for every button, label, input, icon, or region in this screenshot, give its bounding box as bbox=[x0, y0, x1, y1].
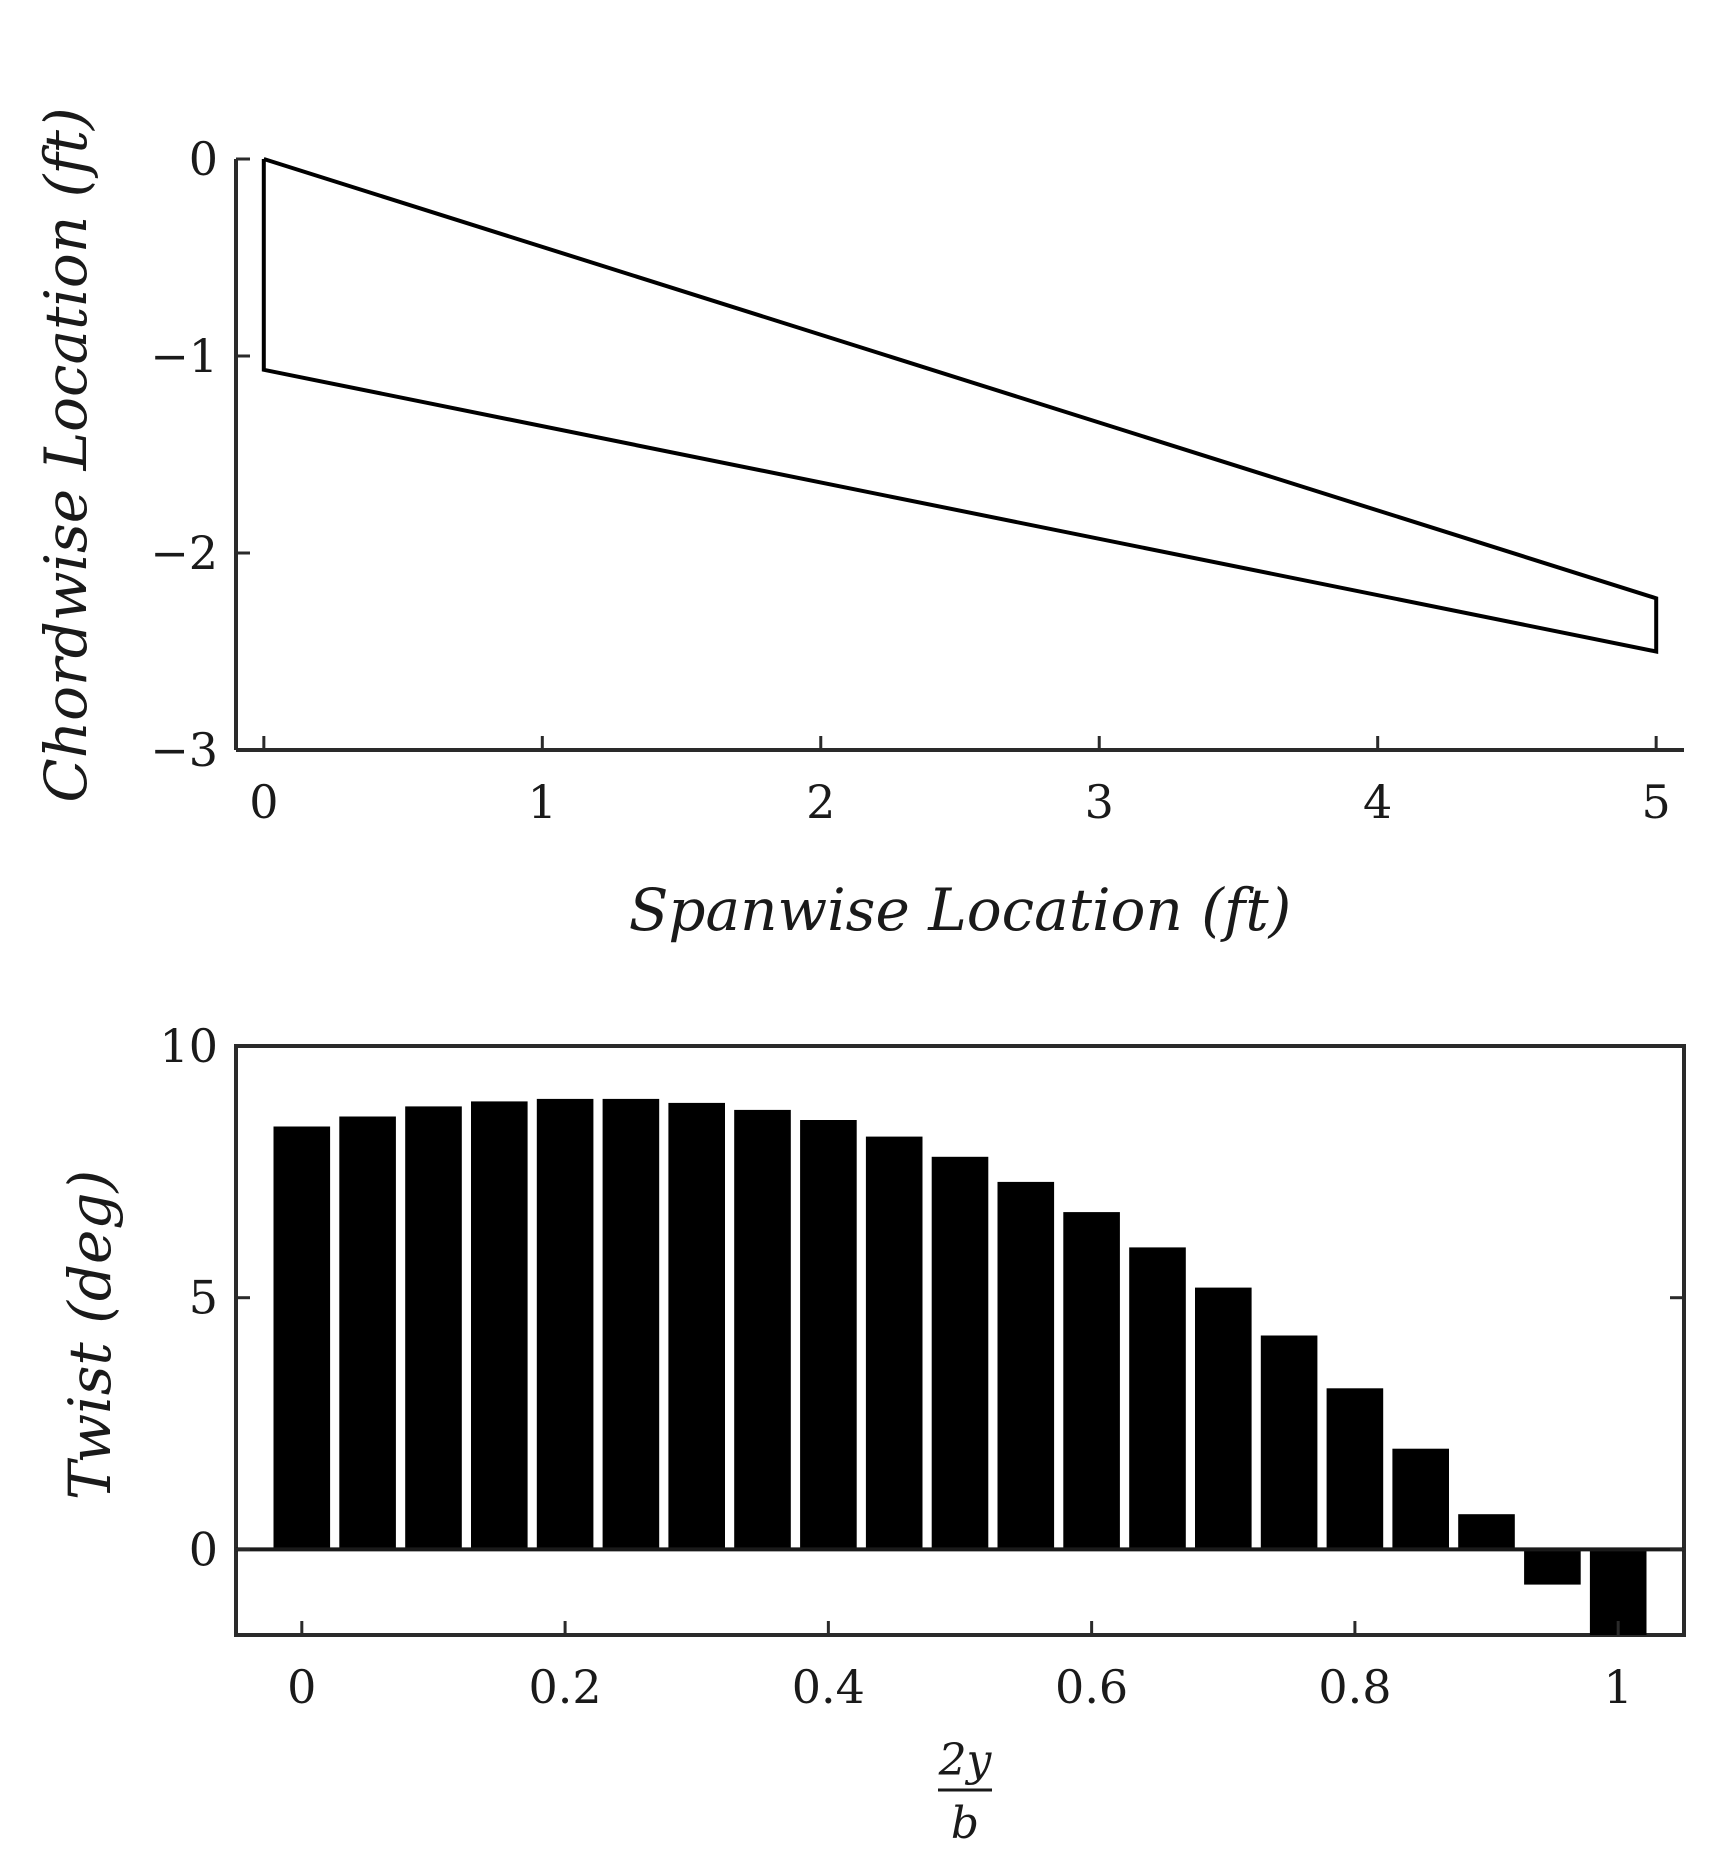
twist-bar bbox=[800, 1120, 857, 1550]
twist-bar bbox=[1589, 1549, 1647, 1635]
twist-bar bbox=[997, 1181, 1055, 1550]
twist-bar bbox=[1392, 1448, 1449, 1550]
twist-axes-box bbox=[234, 1044, 1686, 1637]
twist-x-axis-title: 2y b bbox=[938, 1735, 993, 1849]
twist-x-tick-label: 1 bbox=[1604, 1660, 1633, 1714]
planform-y-tick-label: −3 bbox=[150, 723, 218, 777]
twist-bar bbox=[865, 1136, 923, 1550]
twist-y-axis-title: Twist (deg) bbox=[56, 1170, 124, 1500]
twist-x-tick-label: 0 bbox=[287, 1660, 316, 1714]
twist-y-tick-label: 10 bbox=[159, 1019, 218, 1073]
twist-plot: 0 0.2 0.4 0.6 0.8 1 0 5 10 Twist (deg) 2… bbox=[56, 1019, 1686, 1849]
twist-bar bbox=[931, 1156, 989, 1550]
planform-y-tick-label: −2 bbox=[150, 526, 218, 580]
planform-outline bbox=[261, 157, 1659, 654]
twist-bar bbox=[734, 1109, 791, 1550]
planform-x-tick-label: 1 bbox=[528, 775, 557, 829]
planform-x-tick-label: 0 bbox=[249, 775, 278, 829]
twist-bar bbox=[471, 1101, 528, 1550]
twist-x-axis-numerator: 2y bbox=[938, 1735, 993, 1786]
twist-x-tick-label: 0.2 bbox=[529, 1660, 602, 1714]
twist-y-tick-label: 5 bbox=[189, 1271, 218, 1325]
twist-bar bbox=[1524, 1549, 1581, 1585]
planform-x-tick-label: 5 bbox=[1642, 775, 1671, 829]
twist-x-tick-label: 0.6 bbox=[1055, 1660, 1128, 1714]
twist-bar bbox=[1129, 1247, 1186, 1550]
twist-bar bbox=[339, 1116, 396, 1550]
twist-bar bbox=[1326, 1388, 1384, 1550]
twist-bar bbox=[1260, 1335, 1318, 1550]
planform-x-tick-label: 3 bbox=[1085, 775, 1114, 829]
planform-plot: 0 1 2 3 4 5 0 −1 −2 −3 Spanwise Location… bbox=[32, 107, 1684, 944]
twist-bar bbox=[602, 1098, 660, 1550]
twist-bar bbox=[536, 1098, 594, 1550]
twist-y-tick-label: 0 bbox=[189, 1522, 218, 1576]
twist-bar bbox=[273, 1126, 331, 1550]
twist-x-tick-label: 0.8 bbox=[1318, 1660, 1391, 1714]
twist-bar bbox=[405, 1106, 462, 1550]
planform-x-tick-label: 2 bbox=[806, 775, 835, 829]
twist-bar bbox=[1063, 1212, 1120, 1550]
planform-y-tick-label: 0 bbox=[189, 132, 218, 186]
twist-bar bbox=[668, 1102, 725, 1550]
twist-x-tick-label: 0.4 bbox=[792, 1660, 865, 1714]
planform-x-tick-label: 4 bbox=[1363, 775, 1392, 829]
twist-x-axis-denominator: b bbox=[951, 1798, 979, 1849]
twist-bars bbox=[273, 1098, 1647, 1635]
twist-bar bbox=[1458, 1514, 1515, 1550]
planform-x-axis-title: Spanwise Location (ft) bbox=[629, 876, 1292, 944]
twist-bar bbox=[1195, 1287, 1252, 1550]
planform-y-tick-label: −1 bbox=[150, 329, 218, 383]
planform-y-axis-title: Chordwise Location (ft) bbox=[32, 107, 100, 802]
